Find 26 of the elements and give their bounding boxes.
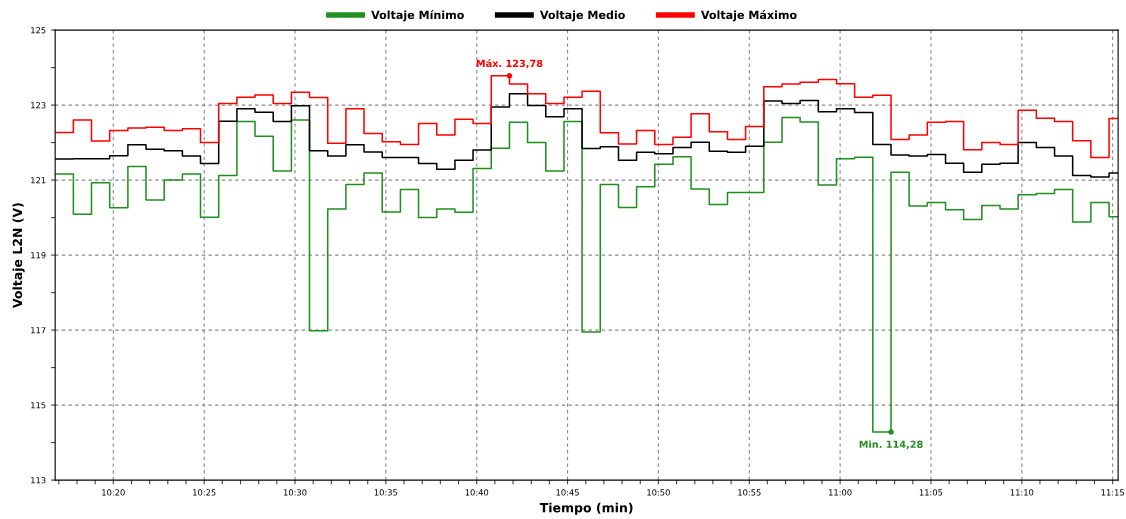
x-tick-label: 10:50 xyxy=(647,489,670,496)
x-tick-label: 10:20 xyxy=(102,489,125,496)
x-tick-label: 11:10 xyxy=(1010,489,1034,496)
y-tick-label: 117 xyxy=(31,327,46,334)
y-tick-label: 125 xyxy=(31,27,46,34)
x-tick-label: 11:05 xyxy=(919,489,943,496)
legend-label: Voltaje Medio xyxy=(539,10,625,22)
y-tick-label: 113 xyxy=(31,477,46,484)
legend-label: Voltaje Mínimo xyxy=(371,10,464,22)
y-tick-label: 121 xyxy=(31,177,46,184)
y-tick-label: 123 xyxy=(31,102,46,109)
x-tick-label: 10:35 xyxy=(374,489,398,496)
y-tick-label: 119 xyxy=(31,252,46,259)
x-tick-label: 11:15 xyxy=(1101,489,1124,496)
annotation: Máx. 123,78 xyxy=(476,59,543,69)
x-axis-title: Tiempo (min) xyxy=(539,502,633,515)
annotation: Min. 114,28 xyxy=(859,440,923,450)
y-axis-title: Voltaje L2N (V) xyxy=(12,203,25,309)
x-tick-label: 10:55 xyxy=(738,489,761,496)
x-tick-label: 11:00 xyxy=(829,489,852,496)
legend-label: Voltaje Máximo xyxy=(700,10,797,22)
x-tick-label: 10:45 xyxy=(556,489,579,496)
x-tick-label: 10:40 xyxy=(465,489,489,496)
x-tick-label: 10:30 xyxy=(283,489,307,496)
x-tick-label: 10:25 xyxy=(193,489,216,496)
y-tick-label: 115 xyxy=(31,402,46,409)
